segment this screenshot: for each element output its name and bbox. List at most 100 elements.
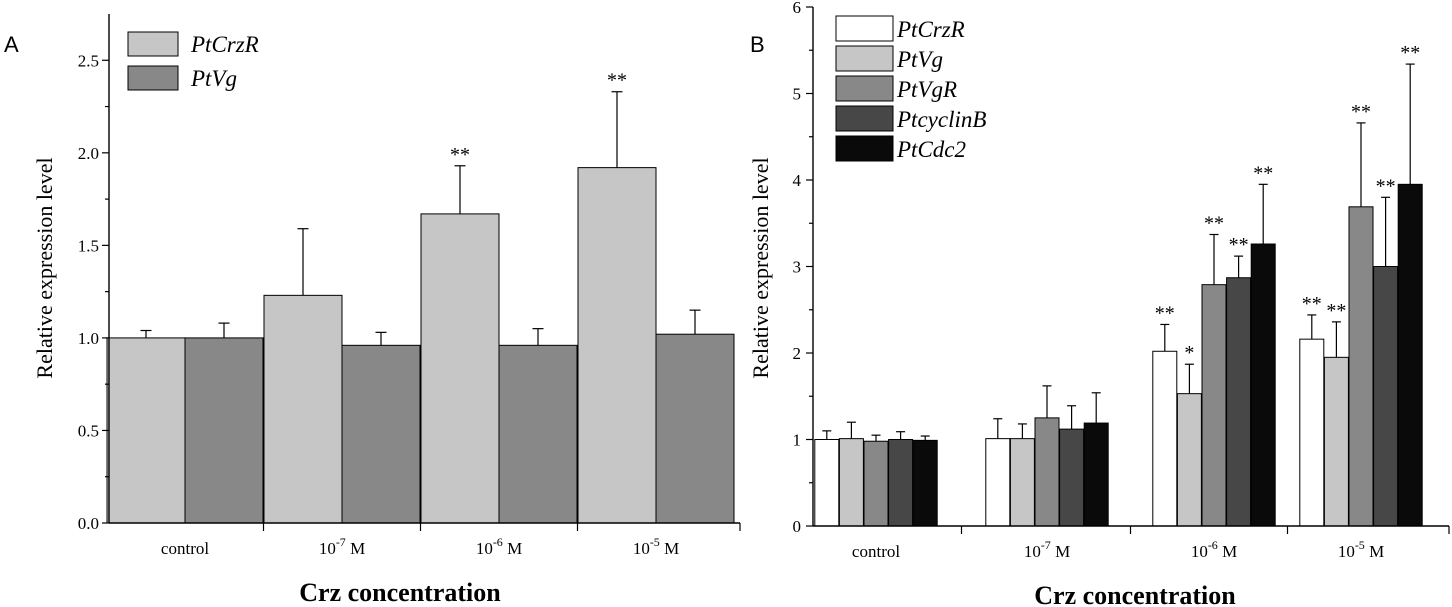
y-axis-title: Relative expression level	[32, 157, 57, 378]
bar	[1226, 277, 1252, 527]
panel-letter: A	[4, 32, 19, 57]
x-tick-label: 10-6 M	[1191, 538, 1237, 561]
x-axis-title: Crz concentration	[1034, 581, 1236, 607]
bar	[1299, 338, 1325, 527]
x-tick-label-unit: M	[1051, 542, 1070, 561]
legend: PtCrzR PtVg	[127, 31, 259, 91]
bar	[1034, 417, 1060, 527]
y-tick-label: 1	[793, 431, 802, 450]
bar	[912, 439, 938, 527]
legend-swatch	[835, 15, 894, 42]
x-tick-label-base: control	[161, 539, 209, 558]
significance-label: **	[607, 70, 627, 92]
bar	[106, 337, 186, 524]
legend-label: PtcyclinB	[896, 107, 986, 132]
x-tick-label-exponent: -7	[336, 535, 346, 549]
legend-swatch	[835, 75, 894, 102]
y-tick-label: 4	[793, 171, 802, 190]
significance-label: **	[1400, 42, 1420, 64]
significance-label: **	[1155, 302, 1175, 324]
y-tick-label: 3	[793, 258, 802, 277]
x-tick-label-base: 10	[476, 539, 493, 558]
bar	[1009, 438, 1035, 527]
y-tick-label: 6	[793, 0, 802, 17]
legend-label: PtCdc2	[896, 137, 966, 162]
bar	[985, 438, 1011, 527]
x-tick-label-unit: M	[1365, 542, 1384, 561]
legend-swatch	[835, 45, 894, 72]
bar	[1083, 422, 1109, 527]
bar	[1152, 350, 1178, 527]
y-tick-label: 2.5	[78, 51, 99, 70]
bar	[1323, 356, 1349, 527]
x-tick-label-base: 10	[1024, 542, 1041, 561]
x-tick-label-exponent: -7	[1041, 538, 1051, 552]
significance-label: **	[1302, 293, 1322, 315]
significance-label: **	[1376, 175, 1396, 197]
x-tick-label-unit: M	[503, 539, 522, 558]
bar	[1059, 428, 1085, 527]
x-tick-label-base: 10	[1338, 542, 1355, 561]
significance-label: **	[1326, 300, 1346, 322]
bar	[814, 439, 840, 527]
bar	[1176, 393, 1202, 527]
x-tick-label-base: 10	[633, 539, 650, 558]
significance-label: **	[1204, 212, 1224, 234]
x-tick-label: 10-7 M	[319, 535, 365, 558]
significance-label: **	[450, 144, 470, 166]
legend-swatch	[835, 105, 894, 132]
y-tick-label: 2	[793, 344, 802, 363]
bar	[838, 438, 864, 527]
x-axis-title: Crz concentration	[299, 578, 501, 607]
bar	[1250, 243, 1276, 527]
x-tick-label-exponent: -6	[1208, 538, 1218, 552]
x-tick-label: 10-7 M	[1024, 538, 1070, 561]
significance-label: *	[1184, 342, 1194, 364]
x-tick-label-exponent: -6	[493, 535, 503, 549]
bar	[1348, 206, 1374, 527]
bar	[888, 439, 914, 527]
x-tick-label: 10-5 M	[1338, 538, 1384, 561]
x-tick-label-unit: M	[346, 539, 365, 558]
x-tick-label-exponent: -5	[1355, 538, 1365, 552]
y-tick-label: 1.0	[78, 329, 99, 348]
x-tick-label: control	[161, 539, 209, 558]
x-tick-label-base: 10	[1191, 542, 1208, 561]
legend-label: PtVg	[896, 47, 943, 72]
bar	[263, 294, 343, 524]
legend-label: PtVg	[190, 66, 237, 91]
legend-label: PtCrzR	[896, 17, 965, 42]
bar	[420, 213, 500, 524]
significance-label: **	[1351, 101, 1371, 123]
legend-swatch	[127, 65, 179, 91]
y-tick-label: 5	[793, 85, 802, 104]
x-tick-label-unit: M	[660, 539, 679, 558]
x-tick-label: control	[852, 542, 900, 561]
y-tick-label: 0	[793, 517, 802, 536]
panel-letter: B	[750, 32, 765, 57]
legend: PtCrzR PtVg PtVgR PtcyclinB PtCdc2	[835, 15, 986, 162]
x-tick-label: 10-6 M	[476, 535, 522, 558]
bar	[1201, 284, 1227, 527]
legend-swatch	[127, 31, 179, 57]
y-axis-title: Relative expression level	[748, 157, 773, 378]
bar	[863, 440, 889, 527]
y-tick-label: 1.5	[78, 236, 99, 255]
legend-label: PtVgR	[896, 77, 957, 102]
y-tick-label: 0.0	[78, 514, 99, 533]
bar	[498, 344, 578, 524]
bar	[1397, 183, 1423, 527]
significance-label: **	[1229, 234, 1249, 256]
bar	[577, 167, 657, 524]
bar	[655, 333, 735, 524]
x-tick-label-unit: M	[1218, 542, 1237, 561]
bar	[1373, 266, 1399, 527]
y-tick-label: 2.0	[78, 144, 99, 163]
significance-label: **	[1253, 162, 1273, 184]
x-tick-label: 10-5 M	[633, 535, 679, 558]
x-tick-label-base: 10	[319, 539, 336, 558]
y-tick-label: 0.5	[78, 421, 99, 440]
